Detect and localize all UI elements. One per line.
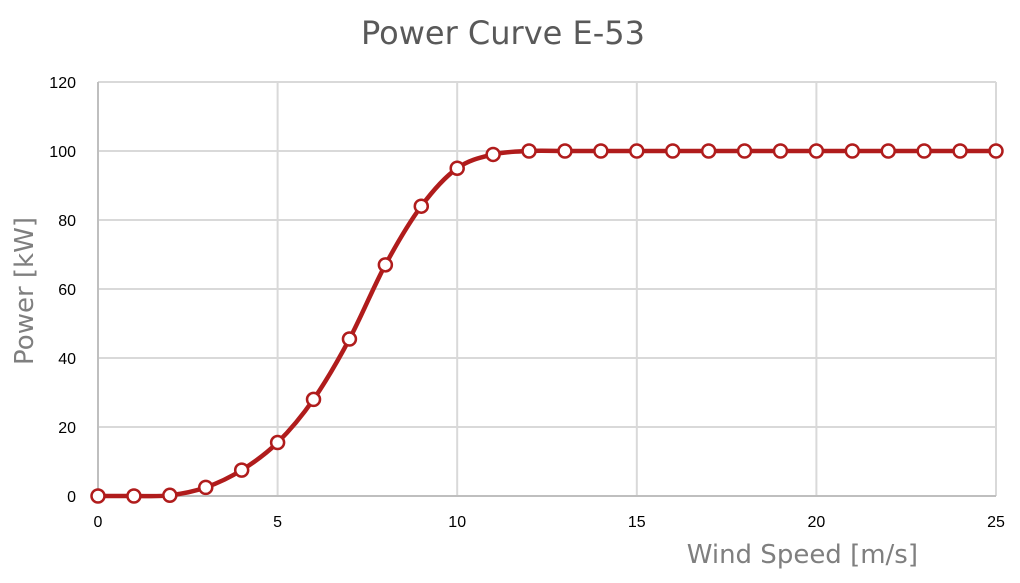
data-point xyxy=(988,143,1004,159)
x-tick-label: 10 xyxy=(448,514,466,531)
y-axis-label: Power [kW] xyxy=(10,217,40,365)
y-tick-label: 100 xyxy=(49,144,76,161)
x-tick-label: 0 xyxy=(94,514,103,531)
data-point xyxy=(952,143,968,159)
x-axis-label: Wind Speed [m/s] xyxy=(687,540,918,570)
data-point xyxy=(700,143,717,159)
data-point xyxy=(880,143,896,159)
data-point xyxy=(449,160,465,176)
data-point xyxy=(485,146,501,163)
grid xyxy=(98,81,997,496)
series-line xyxy=(97,148,996,499)
y-tick-label: 20 xyxy=(58,420,76,437)
chart-title: Power Curve E-53 xyxy=(361,14,645,52)
data-point xyxy=(844,143,861,159)
x-tick-label: 20 xyxy=(808,514,826,531)
data-point xyxy=(557,143,573,159)
x-tick-label: 25 xyxy=(987,514,1005,531)
data-point xyxy=(198,479,214,496)
y-tick-label: 80 xyxy=(58,213,76,230)
x-tick-labels: 0 5 10 15 20 25 xyxy=(94,514,1005,531)
data-point xyxy=(772,143,789,159)
data-point xyxy=(269,434,286,451)
data-point xyxy=(413,198,430,214)
y-tick-label: 0 xyxy=(67,489,76,506)
data-point xyxy=(664,143,681,159)
data-point xyxy=(808,143,825,159)
data-point xyxy=(90,488,106,504)
data-point xyxy=(916,143,932,159)
data-point xyxy=(593,143,609,159)
y-tick-label: 120 xyxy=(49,75,76,92)
data-point xyxy=(629,143,645,159)
y-tick-label: 60 xyxy=(58,282,76,299)
y-tick-labels: 0 20 40 60 80 100 120 xyxy=(49,75,76,506)
data-point xyxy=(521,143,537,159)
data-point xyxy=(126,488,142,504)
x-tick-label: 15 xyxy=(628,514,646,531)
data-point xyxy=(341,331,358,347)
y-tick-label: 40 xyxy=(58,351,76,368)
data-point xyxy=(305,391,322,408)
data-point xyxy=(736,143,753,159)
axes xyxy=(97,82,996,497)
x-tick-label: 5 xyxy=(273,514,282,531)
data-series xyxy=(90,143,1004,504)
data-point xyxy=(377,257,394,273)
data-point xyxy=(162,487,178,504)
data-point xyxy=(233,462,250,478)
